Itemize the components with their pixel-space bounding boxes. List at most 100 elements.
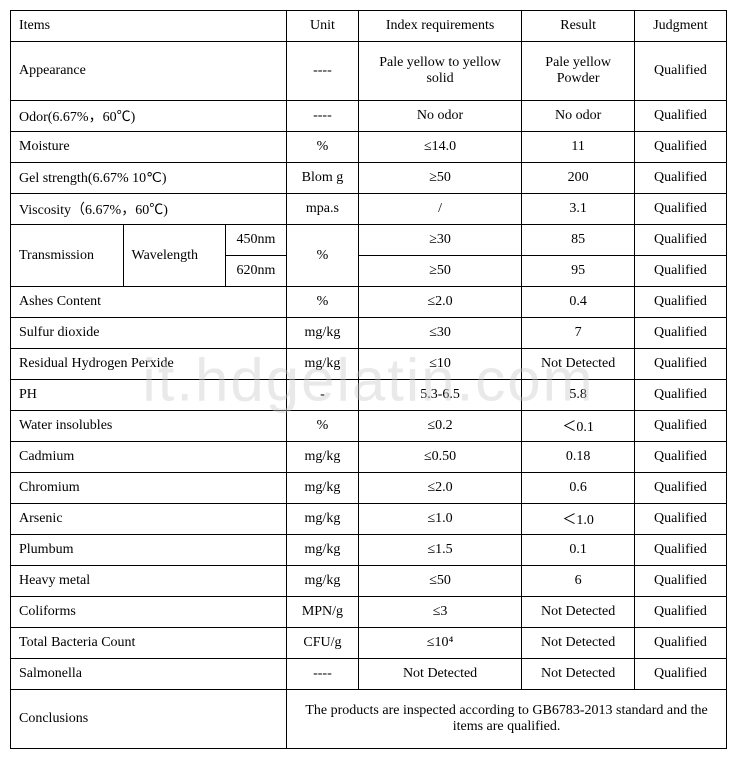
cell-unit: mg/kg xyxy=(287,535,359,566)
header-result: Result xyxy=(522,11,635,42)
header-items: Items xyxy=(11,11,287,42)
cell-index: ≤3 xyxy=(358,597,522,628)
cell-index: ≤2.0 xyxy=(358,287,522,318)
cell-index: ≤1.5 xyxy=(358,535,522,566)
cell-unit: % xyxy=(287,287,359,318)
cell-result: Not Detected xyxy=(522,597,635,628)
cell-judgment: Qualified xyxy=(634,318,726,349)
cell-wl: 450nm xyxy=(225,225,286,256)
cell-index: ≥30 xyxy=(358,225,522,256)
cell-result: ＜0.1 xyxy=(522,411,635,442)
cell-item: Ashes Content xyxy=(11,287,287,318)
cell-item: Water insolubles xyxy=(11,411,287,442)
cell-judgment: Qualified xyxy=(634,194,726,225)
cell-item: Coliforms xyxy=(11,597,287,628)
cell-index: ≤10 xyxy=(358,349,522,380)
cell-unit: ---- xyxy=(287,101,359,132)
cell-unit: % xyxy=(287,411,359,442)
cell-judgment: Qualified xyxy=(634,442,726,473)
cell-index: 5.3-6.5 xyxy=(358,380,522,411)
cell-item: Gel strength(6.67% 10℃) xyxy=(11,163,287,194)
cell-judgment: Qualified xyxy=(634,132,726,163)
cell-index: Not Detected xyxy=(358,659,522,690)
cell-result: 5.8 xyxy=(522,380,635,411)
spec-table: Items Unit Index requirements Result Jud… xyxy=(10,10,727,749)
cell-unit: mg/kg xyxy=(287,473,359,504)
header-index: Index requirements xyxy=(358,11,522,42)
cell-result: 0.6 xyxy=(522,473,635,504)
cell-index: Pale yellow to yellow solid xyxy=(358,42,522,101)
cell-item: Salmonella xyxy=(11,659,287,690)
cell-unit: % xyxy=(287,225,359,287)
cell-item: Moisture xyxy=(11,132,287,163)
cell-unit: MPN/g xyxy=(287,597,359,628)
cell-judgment: Qualified xyxy=(634,473,726,504)
cell-result: 200 xyxy=(522,163,635,194)
cell-unit: mpa.s xyxy=(287,194,359,225)
cell-result: 0.1 xyxy=(522,535,635,566)
cell-index: ≤10⁴ xyxy=(358,628,522,659)
cell-judgment: Qualified xyxy=(634,101,726,132)
cell-item: Heavy metal xyxy=(11,566,287,597)
header-judgment: Judgment xyxy=(634,11,726,42)
cell-result: 6 xyxy=(522,566,635,597)
cell-unit: mg/kg xyxy=(287,349,359,380)
cell-judgment: Qualified xyxy=(634,287,726,318)
cell-judgment: Qualified xyxy=(634,42,726,101)
cell-item: Appearance xyxy=(11,42,287,101)
cell-index: ≤14.0 xyxy=(358,132,522,163)
cell-wavelength: Wavelength xyxy=(123,225,225,287)
cell-transmission: Transmission xyxy=(11,225,124,287)
cell-index: / xyxy=(358,194,522,225)
cell-judgment: Qualified xyxy=(634,256,726,287)
cell-judgment: Qualified xyxy=(634,597,726,628)
cell-item: Chromium xyxy=(11,473,287,504)
cell-result: Not Detected xyxy=(522,628,635,659)
cell-result: 85 xyxy=(522,225,635,256)
cell-item: Arsenic xyxy=(11,504,287,535)
cell-unit: mg/kg xyxy=(287,504,359,535)
cell-index: ≤2.0 xyxy=(358,473,522,504)
cell-unit: % xyxy=(287,132,359,163)
cell-index: ≤30 xyxy=(358,318,522,349)
cell-item: Residual Hydrogen Perxide xyxy=(11,349,287,380)
cell-unit: Blom g xyxy=(287,163,359,194)
cell-result: 0.4 xyxy=(522,287,635,318)
cell-result: 0.18 xyxy=(522,442,635,473)
cell-result: 7 xyxy=(522,318,635,349)
cell-index: ≥50 xyxy=(358,256,522,287)
cell-result: Pale yellow Powder xyxy=(522,42,635,101)
cell-item: Total Bacteria Count xyxy=(11,628,287,659)
cell-index: No odor xyxy=(358,101,522,132)
cell-wl: 620nm xyxy=(225,256,286,287)
cell-unit: mg/kg xyxy=(287,566,359,597)
cell-judgment: Qualified xyxy=(634,535,726,566)
cell-index: ≤0.2 xyxy=(358,411,522,442)
cell-judgment: Qualified xyxy=(634,411,726,442)
cell-result: Not Detected xyxy=(522,349,635,380)
cell-judgment: Qualified xyxy=(634,659,726,690)
cell-judgment: Qualified xyxy=(634,628,726,659)
cell-item: Sulfur dioxide xyxy=(11,318,287,349)
cell-judgment: Qualified xyxy=(634,380,726,411)
cell-judgment: Qualified xyxy=(634,225,726,256)
cell-judgment: Qualified xyxy=(634,566,726,597)
cell-index: ≤0.50 xyxy=(358,442,522,473)
conclusions-text: The products are inspected according to … xyxy=(287,690,727,749)
cell-item: Viscosity（6.67%，60℃) xyxy=(11,194,287,225)
conclusions-label: Conclusions xyxy=(11,690,287,749)
cell-result: 95 xyxy=(522,256,635,287)
cell-result: No odor xyxy=(522,101,635,132)
cell-result: ＜1.0 xyxy=(522,504,635,535)
cell-unit: - xyxy=(287,380,359,411)
cell-result: 3.1 xyxy=(522,194,635,225)
cell-index: ≤1.0 xyxy=(358,504,522,535)
cell-judgment: Qualified xyxy=(634,349,726,380)
cell-index: ≤50 xyxy=(358,566,522,597)
cell-judgment: Qualified xyxy=(634,163,726,194)
cell-unit: mg/kg xyxy=(287,442,359,473)
cell-item: Plumbum xyxy=(11,535,287,566)
cell-item: Cadmium xyxy=(11,442,287,473)
cell-unit: mg/kg xyxy=(287,318,359,349)
cell-result: Not Detected xyxy=(522,659,635,690)
